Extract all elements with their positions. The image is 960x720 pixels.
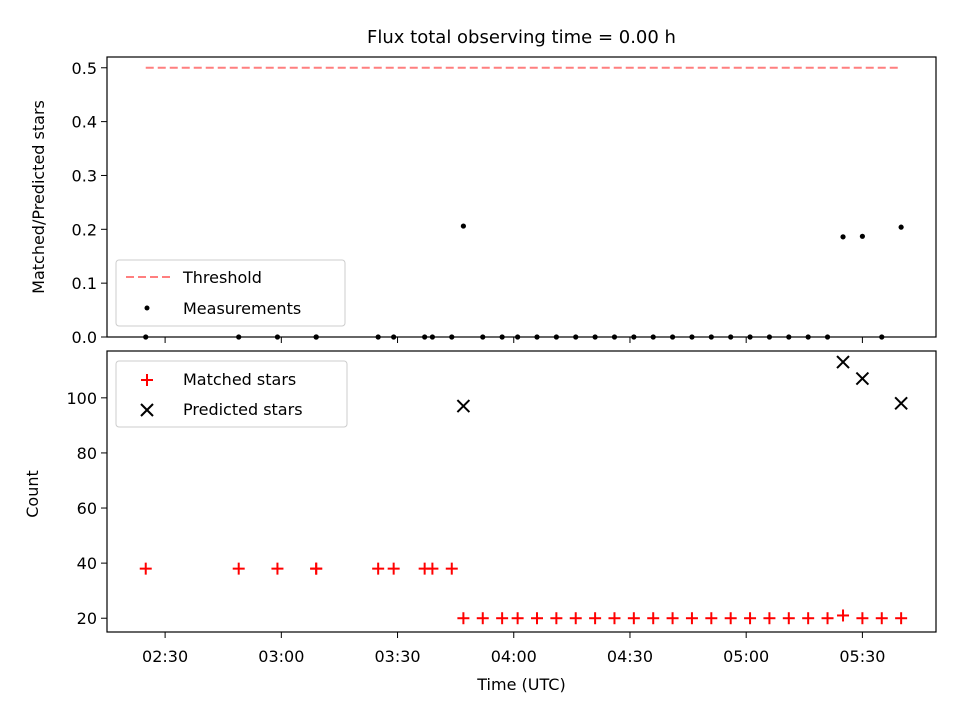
matched-star-point <box>550 612 563 625</box>
predicted-star-point <box>456 399 471 413</box>
bottom-y-tick-label: 40 <box>77 554 97 573</box>
matched-star-point <box>856 612 869 625</box>
bottom-y-tick-label: 100 <box>66 389 97 408</box>
top-y-tick-label: 0.2 <box>72 220 97 239</box>
legend-threshold-label: Threshold <box>182 268 262 287</box>
matched-star-point <box>232 562 245 575</box>
matched-star-point <box>802 612 815 625</box>
matched-star-point <box>271 562 284 575</box>
measurement-point <box>898 224 904 230</box>
matched-star-point <box>589 612 602 625</box>
matched-star-point <box>627 612 640 625</box>
legend-measurements-swatch <box>144 305 150 311</box>
x-tick-label: 04:00 <box>491 647 537 666</box>
matched-star-point <box>685 612 698 625</box>
x-tick-label: 05:30 <box>839 647 885 666</box>
matched-star-point <box>895 612 908 625</box>
top-axes-frame <box>106 56 937 338</box>
matched-star-point <box>476 612 489 625</box>
bottom-y-tick-label: 20 <box>77 609 97 628</box>
matched-star-point <box>837 609 850 622</box>
matched-star-point <box>511 612 524 625</box>
matched-star-point <box>875 612 888 625</box>
matched-star-point <box>744 612 757 625</box>
top-y-tick-label: 0.5 <box>72 59 97 78</box>
x-tick-label: 03:00 <box>258 647 304 666</box>
bottom-y-axis-label: Count <box>23 470 42 518</box>
matched-star-point <box>608 612 621 625</box>
top-y-tick-label: 0.4 <box>72 113 97 132</box>
matched-star-point <box>387 562 400 575</box>
matched-star-point <box>782 612 795 625</box>
bottom-axes-frame <box>106 350 937 633</box>
matched-star-point <box>426 562 439 575</box>
measurement-point <box>460 223 466 229</box>
x-tick-label: 04:30 <box>607 647 653 666</box>
matched-star-point <box>821 612 834 625</box>
measurement-point <box>859 233 865 239</box>
x-tick-label: 05:00 <box>723 647 769 666</box>
matched-star-point <box>569 612 582 625</box>
legend-predicted-swatch <box>140 403 154 417</box>
legend-measurements-label: Measurements <box>183 299 301 318</box>
measurement-point <box>840 234 846 240</box>
x-tick-label: 02:30 <box>142 647 188 666</box>
matched-star-point <box>763 612 776 625</box>
bottom-legend: Matched stars Predicted stars <box>115 360 348 428</box>
matched-star-point <box>496 612 509 625</box>
matched-star-point <box>647 612 660 625</box>
predicted-star-point <box>836 355 850 369</box>
top-legend-box <box>115 259 346 327</box>
top-axis-ticks: 0.0 0.1 0.2 0.3 0.4 0.5 <box>72 59 863 347</box>
predicted-star-point <box>855 371 870 386</box>
legend-matched-swatch <box>141 374 153 386</box>
x-tick-label: 03:30 <box>374 647 420 666</box>
bottom-panel: 20 40 60 80 100 02:30 03:00 03:30 04:00 04:30 05:0… <box>23 350 937 694</box>
bottom-axis-ticks: 20 40 60 80 100 02:30 03:00 03:30 04:00 04:30 05:0… <box>66 389 885 666</box>
legend-predicted-label: Predicted stars <box>183 400 303 419</box>
top-legend: Threshold Measurements <box>115 259 346 327</box>
matched-star-point <box>705 612 718 625</box>
matched-star-point <box>724 612 737 625</box>
legend-matched-label: Matched stars <box>183 370 296 389</box>
bottom-y-tick-label: 80 <box>77 444 97 463</box>
x-axis-label: Time (UTC) <box>476 675 565 694</box>
matched-star-point <box>372 562 385 575</box>
top-y-axis-label: Matched/Predicted stars <box>29 100 48 294</box>
bottom-plot-area <box>139 355 908 625</box>
matched-star-point <box>530 612 543 625</box>
matched-star-point <box>445 562 458 575</box>
matched-star-point <box>139 562 152 575</box>
top-y-tick-label: 0.3 <box>72 166 97 185</box>
top-y-tick-label: 0.1 <box>72 274 97 293</box>
bottom-legend-box <box>115 360 348 428</box>
top-y-tick-label: 0.0 <box>72 328 97 347</box>
matched-star-point <box>310 562 323 575</box>
bottom-y-tick-label: 60 <box>77 499 97 518</box>
top-panel: 0.0 0.1 0.2 0.3 0.4 0.5 Matched/Predicted sta… <box>29 56 937 347</box>
predicted-star-point <box>894 396 908 411</box>
matched-star-point <box>457 612 470 625</box>
matched-star-point <box>666 612 679 625</box>
chart-title: Flux total observing time = 0.00 h <box>367 27 676 48</box>
